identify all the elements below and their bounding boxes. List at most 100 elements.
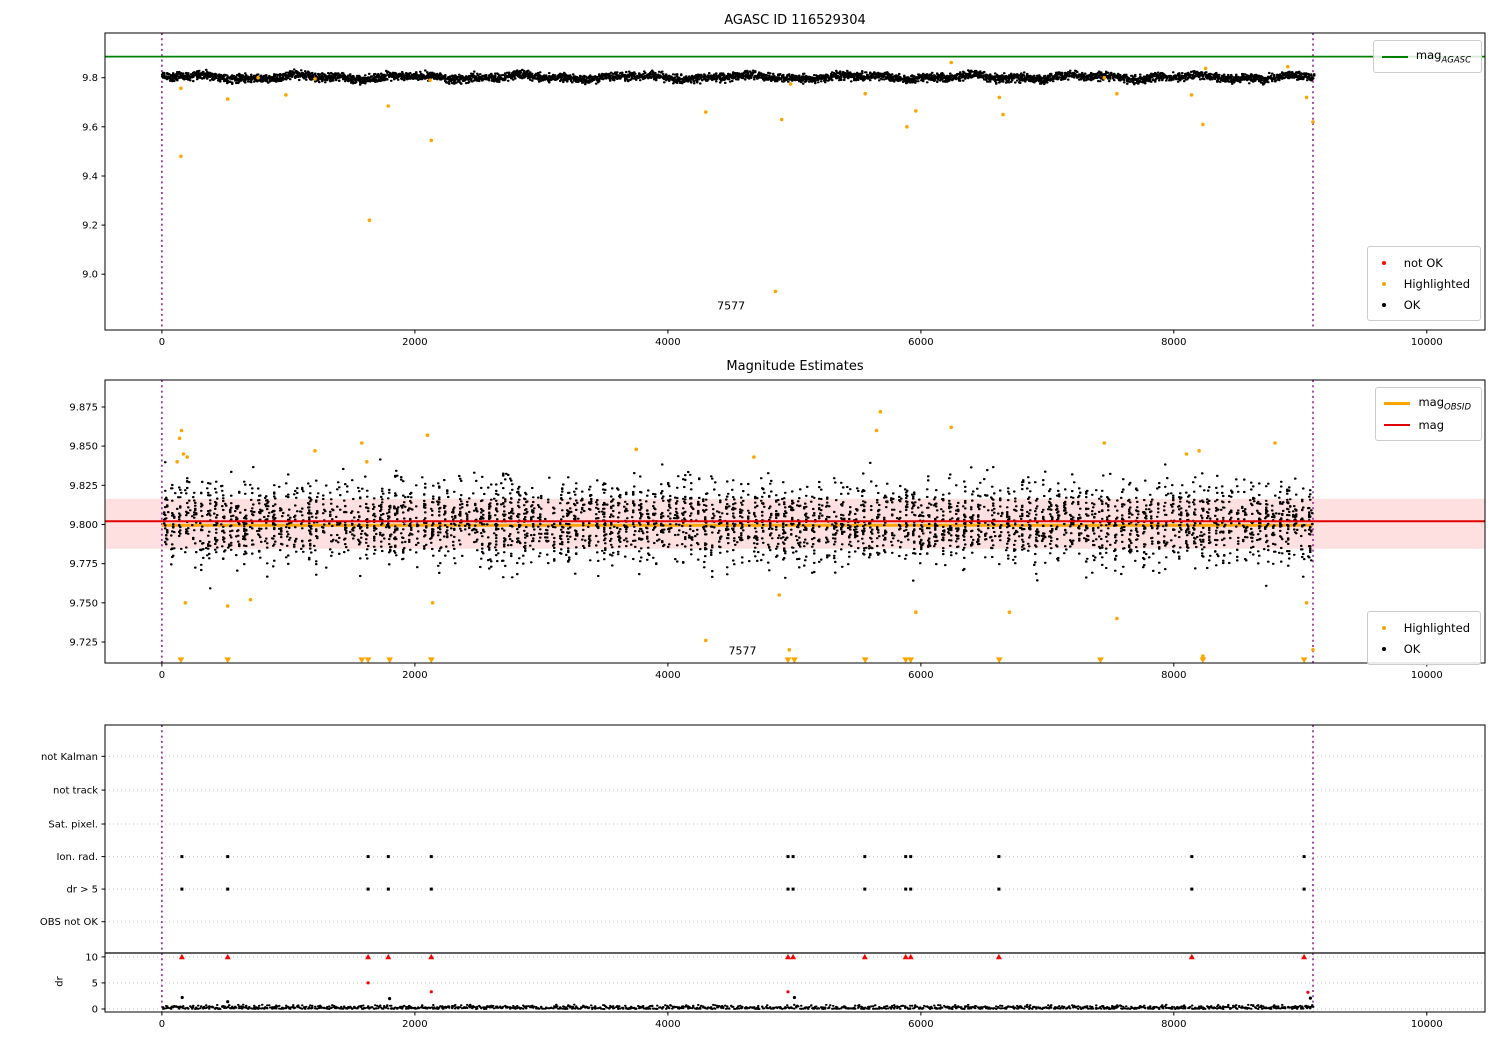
- x-tick-label: 10000: [1411, 337, 1443, 348]
- dr-point-ok: [1308, 996, 1312, 1000]
- highlighted-dot-swatch: [1381, 281, 1386, 286]
- plot1-point-highlighted: [1001, 112, 1005, 117]
- plot2-clipped-marker: [907, 657, 915, 664]
- plot1-point-highlighted: [788, 82, 793, 86]
- dr-clipped-marker: [385, 953, 392, 960]
- dr-clipped-marker: [365, 953, 372, 960]
- highlighted-label2: Highlighted: [1403, 620, 1470, 635]
- x-tick-label: 8000: [1161, 337, 1186, 348]
- not-ok-label: not OK: [1403, 255, 1443, 270]
- flag-marker: [863, 855, 867, 859]
- legend-plot1-status: not OK Highlighted OK: [1366, 246, 1481, 321]
- dr-clipped-marker: [1188, 953, 1195, 960]
- flag-marker: [366, 887, 370, 891]
- mag-agasc-label-sub: AGASC: [1441, 55, 1471, 66]
- flag-marker: [904, 887, 908, 891]
- plot1-point-highlighted: [1203, 66, 1208, 71]
- flag-marker: [429, 855, 433, 859]
- dr-clipped-marker: [224, 953, 231, 960]
- x-tick-label: 0: [159, 1019, 165, 1030]
- dr-point-ok: [792, 995, 797, 1000]
- x-tick-label: 2000: [402, 337, 427, 348]
- flag-row-label: Ion. rad.: [56, 852, 98, 863]
- legend-row-ok2: OK: [1376, 638, 1470, 659]
- plot2-clipped-marker: [784, 657, 792, 664]
- plot2-point-highlighted: [1304, 601, 1309, 605]
- x-tick-label: 6000: [908, 337, 933, 348]
- plot2-clipped-marker: [427, 657, 435, 664]
- dr-clipped-marker: [785, 953, 791, 960]
- legend-row-mag-obsid: magOBSID: [1384, 393, 1471, 414]
- x-tick-label: 4000: [655, 670, 680, 681]
- flag-marker: [997, 855, 1001, 859]
- plot1-point-highlighted: [1201, 122, 1205, 127]
- plot2-point-highlighted: [1007, 610, 1012, 614]
- plot2-point-highlighted: [365, 460, 369, 464]
- dr-clipped-marker: [428, 953, 435, 960]
- y-tick-label: 9.800: [69, 520, 98, 531]
- flag-row-label: dr > 5: [66, 885, 98, 896]
- highlighted-dot-swatch2: [1381, 625, 1386, 630]
- plot2-point-highlighted: [185, 455, 189, 459]
- flag-marker: [429, 887, 433, 891]
- plot1-point-highlighted: [225, 97, 230, 101]
- legend-row-highlighted2: Highlighted: [1376, 617, 1470, 638]
- plot1-point-highlighted: [997, 95, 1002, 100]
- plot1-point-highlighted: [905, 125, 909, 129]
- x-tick-label: 2000: [402, 1019, 427, 1030]
- plot2-clipped-marker: [995, 657, 1003, 664]
- flag-marker: [786, 855, 790, 859]
- plot3-dr-points: [162, 1003, 1315, 1010]
- x-tick-label: 4000: [655, 337, 680, 348]
- y-tick-label: 9.4: [82, 172, 98, 183]
- y-tick-label: 9.725: [69, 638, 98, 649]
- legend-row-highlighted: Highlighted: [1376, 273, 1470, 294]
- mag-obsid-label-main: mag: [1418, 394, 1445, 409]
- mag-agasc-label-main: mag: [1415, 47, 1442, 62]
- plot2-clipped-marker: [386, 657, 393, 664]
- dr-point-not-ok: [429, 990, 433, 994]
- plot2-point-highlighted: [752, 455, 756, 459]
- dr-point-not-ok: [366, 981, 370, 985]
- dr-tick-label: 10: [85, 952, 98, 963]
- plot1-title: AGASC ID 116529304: [724, 13, 866, 28]
- x-tick-label: 10000: [1411, 670, 1443, 681]
- dr-tick-label: 5: [92, 978, 98, 989]
- flag-marker: [366, 855, 370, 859]
- flag-marker: [226, 855, 230, 859]
- flag-marker: [1190, 855, 1194, 859]
- plot2-point-highlighted: [1184, 452, 1189, 456]
- dr-clipped-marker: [907, 953, 914, 960]
- flag-row-label: OBS not OK: [40, 917, 99, 928]
- plot1-point-highlighted: [429, 138, 434, 143]
- dr-point-ok: [226, 1000, 230, 1004]
- flag-marker: [997, 887, 1001, 891]
- plot1-point-highlighted: [179, 86, 183, 91]
- plot2-point-highlighted: [1201, 654, 1205, 658]
- flag-marker: [1190, 887, 1194, 891]
- dr-clipped-marker: [178, 953, 185, 960]
- plot2-clipped-marker: [861, 657, 869, 664]
- dr-point-not-ok: [786, 990, 790, 994]
- plot2-clipped-marker: [791, 657, 798, 664]
- plot2-point-highlighted: [704, 638, 708, 643]
- plot2-clipped-marker: [1300, 657, 1308, 664]
- plot1-point-highlighted: [1311, 120, 1315, 124]
- plot1-point-highlighted: [284, 93, 288, 97]
- plot2-point-highlighted: [1102, 441, 1107, 445]
- flag-marker: [1302, 855, 1306, 859]
- plot1-point-highlighted: [428, 78, 432, 82]
- flag-row-label: Sat. pixel.: [48, 820, 98, 831]
- flag-marker: [791, 855, 795, 859]
- y-tick-label: 9.775: [69, 559, 98, 570]
- plot2-point-highlighted: [787, 648, 792, 652]
- plot1-point-highlighted: [367, 218, 372, 222]
- x-tick-label: 8000: [1161, 1019, 1186, 1030]
- plot2: 0 2000 4000 6000 8000 10000 9.725 9.750 9.775 9.8…: [69, 379, 1486, 681]
- legend-row-mag: mag: [1384, 414, 1471, 435]
- plot2-clipped-marker: [364, 657, 372, 664]
- plot2-clipped-marker: [1097, 657, 1104, 664]
- flag-marker: [786, 887, 790, 891]
- plot2-point-highlighted: [360, 441, 364, 445]
